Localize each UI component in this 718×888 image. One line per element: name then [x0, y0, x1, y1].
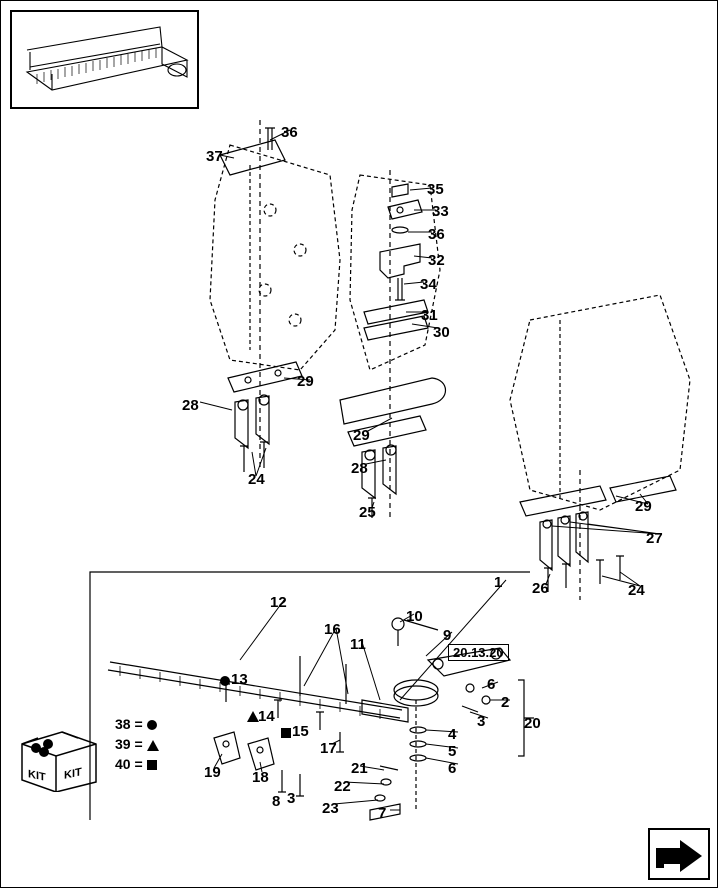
callout-30-35: 30: [433, 324, 450, 341]
callout-28-30: 28: [182, 397, 199, 414]
callout-10-11: 10: [406, 608, 423, 625]
callout-17-18: 17: [320, 740, 337, 757]
callout-29-33: 29: [353, 427, 370, 444]
callout-24-26: 24: [628, 582, 645, 599]
callout-1-0: 1: [494, 574, 502, 591]
callout-15-16: 15: [292, 723, 309, 740]
callout-7-8: 7: [378, 805, 386, 822]
inline-symbol-circle-13: [220, 676, 230, 686]
callout-29-34: 29: [635, 498, 652, 515]
callout-22-23: 22: [334, 778, 351, 795]
callout-19-20: 19: [204, 764, 221, 781]
callout-29-32: 29: [297, 373, 314, 390]
callout-35-40: 35: [427, 181, 444, 198]
callout-5-5: 5: [448, 743, 456, 760]
callout-36-41: 36: [428, 226, 445, 243]
callout-26-28: 26: [532, 580, 549, 597]
callout-2-1: 2: [501, 694, 509, 711]
callout-3-3: 3: [287, 790, 295, 807]
callout-9-10: 9: [443, 627, 451, 644]
callout-28-31: 28: [351, 460, 368, 477]
callout-27-29: 27: [646, 530, 663, 547]
callout-31-36: 31: [421, 307, 438, 324]
callout-23-24: 23: [322, 800, 339, 817]
inline-symbol-triangle-14: [247, 711, 259, 722]
callout-20-21: 20: [524, 715, 541, 732]
callout-32-37: 32: [428, 252, 445, 269]
callout-16-17: 16: [324, 621, 341, 638]
callout-33-38: 33: [432, 203, 449, 220]
callout-18-19: 18: [252, 769, 269, 786]
inline-symbol-square-15: [281, 728, 291, 738]
callout-14-15: 14: [258, 708, 275, 725]
callout-24-25: 24: [248, 471, 265, 488]
callout-11-12: 11: [350, 636, 366, 653]
callout-6-6: 6: [487, 676, 495, 693]
callout-13-14: 13: [231, 671, 248, 688]
callout-25-27: 25: [359, 504, 376, 521]
callout-3-2: 3: [477, 713, 485, 730]
callout-6-7: 6: [448, 760, 456, 777]
callout-4-4: 4: [448, 726, 456, 743]
callout-34-39: 34: [420, 276, 437, 293]
callout-8-9: 8: [272, 793, 280, 810]
callout-36-42: 36: [281, 124, 298, 141]
callout-12-13: 12: [270, 594, 287, 611]
callout-21-22: 21: [351, 760, 368, 777]
exploded-diagram-art: [0, 0, 718, 888]
callout-37-43: 37: [206, 148, 223, 165]
